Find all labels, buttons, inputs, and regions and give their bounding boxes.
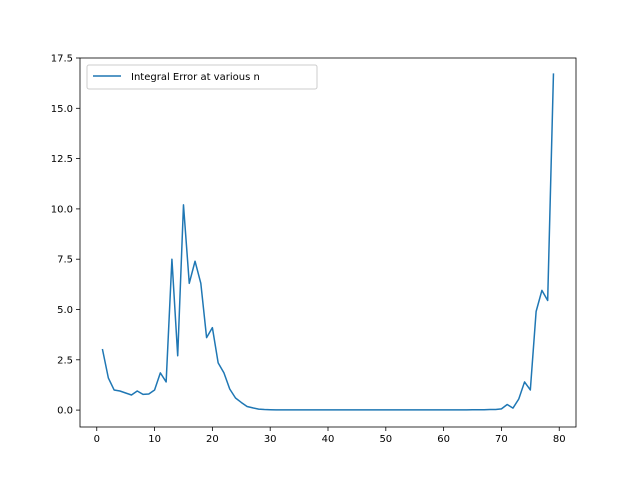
y-tick-label: 12.5 [51,154,73,165]
x-tick-label: 50 [379,434,392,445]
axes: 0 10 20 30 40 50 60 70 80 0.0 2.5 5.0 7.5 10.0 12.5 15.… [51,54,577,445]
legend-label: Integral Error at various n [131,72,260,83]
x-tick-label: 80 [553,434,566,445]
y-tick-label: 17.5 [51,54,73,65]
x-tick-label: 60 [437,434,450,445]
series-line-0 [101,73,555,411]
y-tick-label: 0.0 [57,406,73,417]
y-tick-label: 15.0 [51,104,73,115]
y-tick-label: 10.0 [51,204,73,215]
axes-frame [79,57,577,428]
x-tick-label: 30 [264,434,277,445]
legend: Integral Error at various n [86,64,318,90]
x-tick-label: 40 [322,434,335,445]
y-tick-label: 2.5 [57,355,73,366]
x-tick-label: 70 [495,434,508,445]
x-tick-label: 10 [148,434,161,445]
y-tick-label: 7.5 [57,255,73,266]
legend-box [86,64,318,90]
x-tick-label: 0 [94,434,100,445]
plot-area [101,73,555,411]
y-tick-label: 5.0 [57,305,73,316]
x-tick-label: 20 [206,434,219,445]
